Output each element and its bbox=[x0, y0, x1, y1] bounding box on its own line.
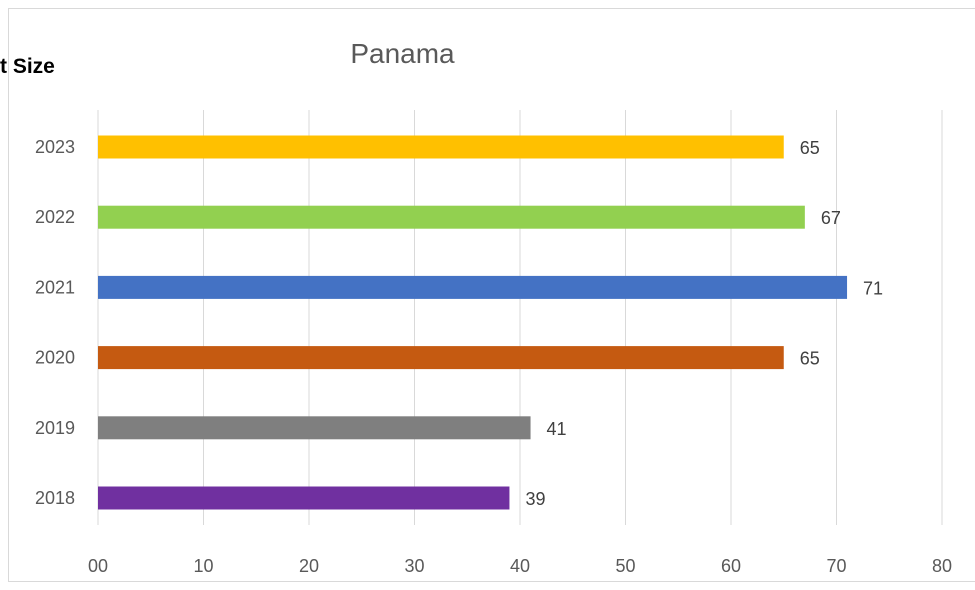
y-tick-label: 2022 bbox=[35, 207, 75, 227]
chart-title: Panama bbox=[350, 38, 455, 69]
x-tick-label: 50 bbox=[615, 556, 635, 576]
y-tick-label: 2018 bbox=[35, 488, 75, 508]
x-tick-label: 10 bbox=[193, 556, 213, 576]
chart-frame bbox=[8, 8, 975, 582]
data-label: 65 bbox=[800, 138, 820, 158]
bar bbox=[98, 135, 784, 159]
x-tick-label: 70 bbox=[826, 556, 846, 576]
x-tick-label: 20 bbox=[299, 556, 319, 576]
bar bbox=[98, 205, 805, 229]
bar bbox=[98, 416, 531, 440]
data-label: 41 bbox=[547, 419, 567, 439]
cut-off-label: t Size bbox=[0, 55, 55, 78]
y-tick-label: 2021 bbox=[35, 277, 75, 297]
y-tick-label: 2019 bbox=[35, 418, 75, 438]
y-tick-label: 2020 bbox=[35, 348, 75, 368]
x-tick-label: 30 bbox=[404, 556, 424, 576]
data-label: 67 bbox=[821, 208, 841, 228]
x-tick-label: 00 bbox=[88, 556, 108, 576]
x-tick-label: 60 bbox=[721, 556, 741, 576]
bar bbox=[98, 346, 784, 370]
data-label: 65 bbox=[800, 349, 820, 369]
y-tick-label: 2023 bbox=[35, 137, 75, 157]
data-label: 71 bbox=[863, 278, 883, 298]
bar bbox=[98, 275, 848, 299]
x-tick-label: 40 bbox=[510, 556, 530, 576]
bar bbox=[98, 486, 510, 510]
x-tick-label: 80 bbox=[932, 556, 952, 576]
data-label: 39 bbox=[525, 489, 545, 509]
